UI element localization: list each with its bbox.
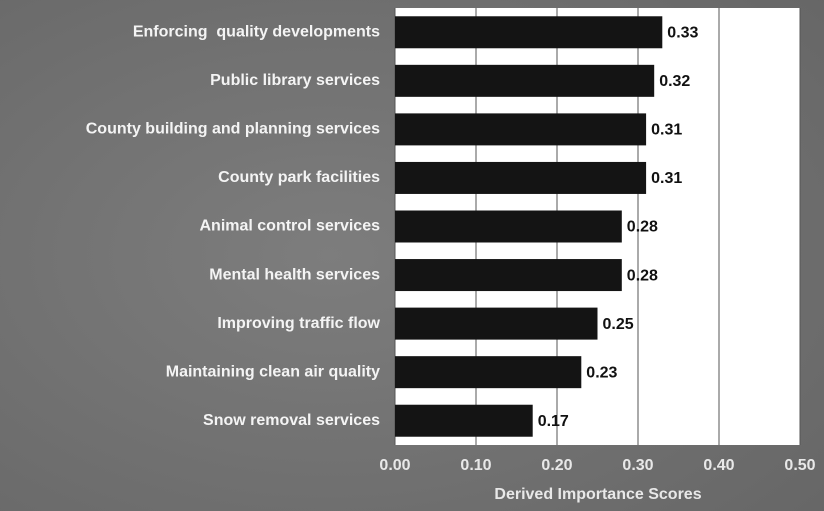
y-tick-label: Mental health services — [209, 266, 380, 283]
value-label: 0.28 — [627, 219, 658, 236]
y-tick-label: Snow removal services — [203, 412, 380, 429]
y-tick-label: County building and planning services — [86, 121, 380, 138]
value-label: 0.33 — [667, 24, 698, 41]
y-tick-label: Enforcing quality developments — [133, 23, 380, 40]
x-tick-label: 0.00 — [379, 457, 410, 474]
bar — [395, 404, 533, 437]
bar — [395, 356, 582, 389]
bar — [395, 64, 655, 97]
bar — [395, 259, 622, 292]
x-axis-title: Derived Importance Scores — [494, 486, 701, 503]
bar — [395, 113, 647, 146]
bar — [395, 307, 598, 340]
y-tick-label: Public library services — [210, 72, 380, 89]
x-tick-label: 0.50 — [784, 457, 815, 474]
value-label: 0.32 — [659, 73, 690, 90]
value-label: 0.23 — [586, 364, 617, 381]
value-label: 0.31 — [651, 122, 682, 139]
bar — [395, 210, 622, 243]
y-tick-label: County park facilities — [218, 169, 380, 186]
y-tick-label: Improving traffic flow — [217, 315, 380, 332]
x-tick-label: 0.40 — [703, 457, 734, 474]
value-label: 0.28 — [627, 267, 658, 284]
value-label: 0.31 — [651, 170, 682, 187]
value-label: 0.25 — [603, 316, 634, 333]
bar — [395, 161, 647, 194]
y-tick-label: Maintaining clean air quality — [166, 363, 380, 380]
bar — [395, 16, 663, 49]
value-label: 0.17 — [538, 413, 569, 430]
x-tick-label: 0.30 — [622, 457, 653, 474]
y-tick-label: Animal control services — [199, 218, 380, 235]
x-tick-label: 0.10 — [460, 457, 491, 474]
x-tick-label: 0.20 — [541, 457, 572, 474]
